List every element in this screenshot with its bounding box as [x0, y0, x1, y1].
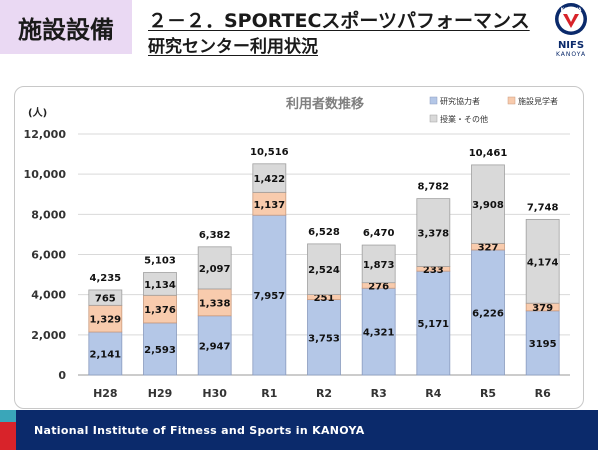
bar-segment: [416, 270, 451, 376]
data-label: 2,141: [90, 350, 122, 361]
x-tick-label: R5: [480, 387, 496, 400]
data-label: 1,329: [90, 315, 122, 326]
bar-segment: [252, 214, 287, 376]
total-label: 10,516: [250, 147, 289, 158]
bar-segment: [361, 244, 396, 284]
footer-accent-teal: [0, 410, 16, 422]
bar-segment: [88, 304, 123, 333]
legend-swatch-classes: [429, 114, 438, 123]
data-label: 2,097: [199, 264, 231, 275]
nifs-logo: KANOYA NIFS KANOYA: [548, 2, 594, 58]
total-label: 7,748: [527, 202, 559, 213]
x-tick-label: R6: [535, 387, 551, 400]
y-tick-label: 2,000: [31, 329, 66, 342]
data-label: 765: [95, 294, 116, 305]
bar-segment: [307, 243, 341, 295]
data-label: 3,378: [418, 229, 450, 240]
bar-segment: [471, 249, 505, 376]
data-label: 1,376: [144, 305, 176, 316]
total-label: 6,470: [363, 228, 395, 239]
total-label: 6,528: [308, 227, 340, 238]
total-label: 6,382: [199, 230, 231, 241]
page-title: ２－２．SPORTECスポーツパフォーマンス: [148, 10, 530, 32]
data-label: 1,873: [363, 260, 395, 271]
x-tick-label: R4: [425, 387, 441, 400]
bar-segment: [88, 331, 123, 376]
x-tick-label: H28: [93, 387, 118, 400]
bar-segment: [143, 322, 177, 376]
data-label: 1,422: [254, 174, 286, 185]
x-axis-ticks: H28 H29 H30 R1 R2 R3 R4 R5 R6: [93, 387, 551, 400]
bar-segment: [471, 164, 505, 244]
bar-segment: [143, 294, 177, 324]
data-label: 5,171: [418, 319, 450, 330]
data-label: 7,957: [254, 291, 286, 302]
data-label: 327: [478, 243, 499, 254]
y-axis-label: (人): [28, 106, 47, 119]
y-tick-label: 8,000: [31, 208, 66, 221]
bar-segment: [307, 299, 341, 376]
total-label: 8,782: [418, 182, 450, 193]
logo-subtext: KANOYA: [555, 51, 587, 58]
data-label: 4,174: [527, 257, 559, 268]
x-tick-label: R2: [316, 387, 332, 400]
data-label: 1,137: [254, 200, 286, 211]
bar-segment: [416, 198, 451, 267]
y-tick-label: 12,000: [24, 128, 67, 141]
legend: 研究協力者 施設見学者 授業・その他: [429, 96, 558, 124]
legend-label-visitors: 施設見学者: [518, 96, 558, 106]
y-tick-label: 6,000: [31, 249, 66, 262]
x-tick-label: H29: [148, 387, 173, 400]
legend-label-research: 研究協力者: [440, 96, 480, 106]
usage-chart: 利用者数推移 (人) 0 2,000 4,000 6,000 8,000 10,000 12…: [24, 96, 570, 400]
bar-segment: [143, 272, 177, 296]
x-tick-label: R1: [261, 387, 277, 400]
emblem-text: KANOYA: [561, 7, 582, 13]
footer-text: National Institute of Fitness and Sports…: [34, 424, 365, 437]
data-label: 3195: [529, 339, 557, 350]
data-label: 2,593: [144, 345, 176, 356]
legend-swatch-research: [429, 96, 438, 105]
chart-title: 利用者数推移: [286, 96, 364, 112]
bar-segment: [525, 218, 560, 304]
data-label: 2,524: [308, 265, 340, 276]
data-label: 276: [368, 281, 389, 292]
data-label: 3,753: [308, 333, 340, 344]
data-label: 1,338: [199, 298, 231, 309]
legend-swatch-visitors: [507, 96, 516, 105]
bar-segment: [361, 287, 396, 376]
data-label: 3,908: [472, 200, 504, 211]
total-label: 5,103: [144, 256, 176, 267]
data-label: 2,947: [199, 341, 231, 352]
x-tick-label: H30: [202, 387, 227, 400]
y-tick-label: 4,000: [31, 289, 66, 302]
y-tick-label: 10,000: [24, 168, 67, 181]
data-label: 6,226: [472, 308, 504, 319]
bar-segment: [252, 163, 287, 193]
legend-label-classes: 授業・その他: [440, 114, 488, 124]
data-label: 233: [423, 265, 444, 276]
total-label: 4,235: [90, 273, 122, 284]
data-label: 251: [314, 293, 335, 304]
page-subtitle: 研究センター利用状況: [148, 37, 318, 57]
x-tick-label: R3: [371, 387, 387, 400]
bar-segment: [88, 289, 123, 306]
footer-bar: [0, 410, 598, 450]
total-label: 10,461: [469, 148, 508, 159]
data-label: 379: [532, 303, 553, 314]
data-label: 4,321: [363, 328, 395, 339]
nifs-emblem-icon: KANOYA: [555, 3, 587, 35]
bar-segment: [197, 315, 232, 376]
y-tick-label: 0: [58, 369, 66, 382]
logo-text: NIFS: [557, 40, 585, 51]
bar-segment: [197, 246, 232, 290]
y-axis-ticks: 0 2,000 4,000 6,000 8,000 10,000 12,000: [24, 128, 67, 382]
footer-accent-red: [0, 422, 16, 450]
bars: 2,141 1,329 765 4,235 2,593 1,376 1,134 5,103 2,…: [88, 147, 560, 376]
bar-segment: [197, 288, 232, 317]
section-tag: 施設設備: [0, 0, 132, 54]
data-label: 1,134: [144, 280, 176, 291]
